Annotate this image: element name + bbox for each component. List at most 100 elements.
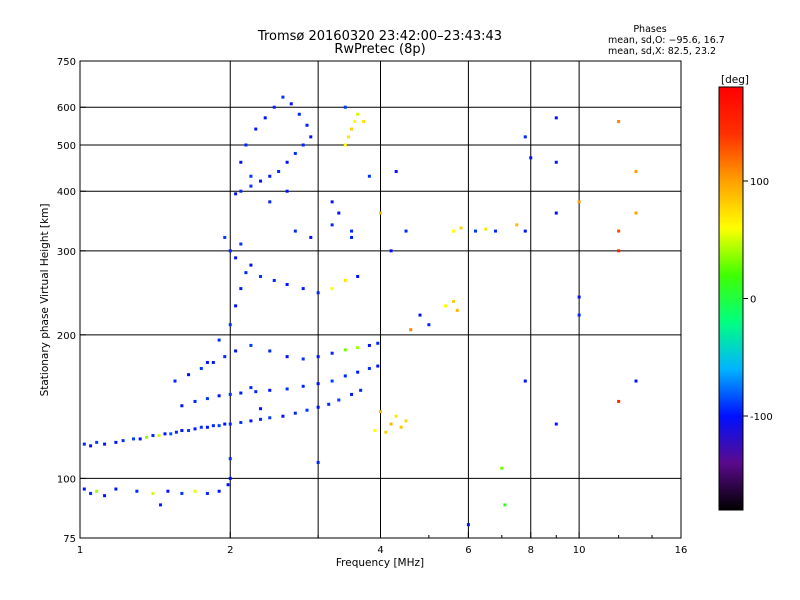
echo-point [82, 442, 86, 446]
echo-point [95, 489, 99, 493]
echo-point [239, 160, 243, 164]
echo-point [337, 211, 341, 215]
echo-point [249, 263, 253, 267]
echo-point [268, 416, 272, 420]
echo-point [151, 434, 155, 438]
echo-point [272, 105, 276, 109]
echo-point [297, 112, 301, 116]
echo-point [494, 229, 498, 233]
echo-point [373, 429, 377, 433]
echo-point [205, 491, 209, 495]
echo-point [617, 399, 621, 403]
echo-point [577, 200, 581, 204]
echo-point [634, 211, 638, 215]
echo-point [228, 323, 232, 327]
y-tick-label: 400 [57, 187, 76, 198]
echo-point [404, 229, 408, 233]
echo-point [330, 223, 334, 227]
echo-point [263, 116, 267, 120]
echo-point [353, 120, 357, 124]
echo-point [228, 457, 232, 461]
echo-point [577, 313, 581, 317]
echo-point [249, 343, 253, 347]
echo-point [234, 192, 238, 196]
echo-point [223, 355, 227, 359]
echo-point [205, 425, 209, 429]
echo-point [234, 349, 238, 353]
colorbar-label: [deg] [721, 74, 749, 86]
echo-point [103, 494, 107, 498]
echo-point [228, 249, 232, 253]
echo-point [350, 235, 354, 239]
echo-point [217, 394, 221, 398]
echo-point [228, 392, 232, 396]
echo-point [305, 408, 309, 412]
echo-point [239, 420, 243, 424]
stats-line-x: mean, sd,X: 82.5, 23.2 [608, 46, 716, 57]
echo-point [356, 112, 360, 116]
chart-title: Tromsø 20160320 23:42:00–23:43:43 [257, 29, 502, 44]
echo-point [634, 169, 638, 173]
x-tick-label: 4 [377, 545, 383, 556]
echo-point [554, 422, 558, 426]
echo-point [523, 229, 527, 233]
echo-point [180, 491, 184, 495]
colorbar-ticks: 100 0 -100 [743, 177, 773, 423]
echo-point [138, 437, 142, 441]
echo-point [180, 404, 184, 408]
x-tick-label: 2 [227, 545, 233, 556]
y-tick-label: 75 [63, 534, 76, 545]
echo-point [211, 424, 215, 428]
echo-point [301, 287, 305, 291]
echo-point [379, 410, 382, 414]
echo-point [379, 211, 382, 215]
echo-point [254, 127, 258, 131]
echo-point [484, 227, 488, 231]
echo-point [350, 392, 354, 396]
echo-point [226, 483, 230, 487]
echo-point [268, 388, 272, 392]
echo-point [466, 523, 470, 527]
echo-point [523, 379, 527, 383]
echo-point [554, 211, 558, 215]
echo-point [95, 440, 99, 444]
echo-point [305, 123, 309, 127]
echo-point [316, 291, 320, 295]
echo-point [554, 160, 558, 164]
echo-point [259, 275, 263, 279]
echo-point [346, 135, 350, 139]
echo-point [254, 390, 258, 394]
echo-point [199, 366, 203, 370]
y-tick-label: 600 [57, 103, 76, 114]
x-tick-label: 1 [77, 545, 83, 556]
echo-point [327, 402, 331, 406]
echo-point [577, 295, 581, 299]
echo-point [427, 323, 431, 327]
echo-point [223, 422, 227, 426]
echo-point [343, 278, 347, 282]
echo-point [114, 440, 118, 444]
echo-point [293, 151, 297, 155]
echo-point [285, 355, 289, 359]
echo-point [389, 422, 393, 426]
echo-point [293, 229, 297, 233]
echo-point [404, 419, 408, 423]
echo-point [89, 491, 93, 495]
echo-point [187, 429, 191, 433]
colorbar-tick-label: -100 [750, 412, 773, 423]
echo-point [281, 414, 285, 418]
echo-point [523, 135, 527, 139]
echo-point [367, 343, 371, 347]
echo-point [159, 503, 163, 507]
echo-point [173, 379, 177, 383]
grid-lines [80, 61, 681, 538]
echo-point [459, 226, 463, 230]
echo-point [193, 399, 197, 403]
echo-point [174, 430, 178, 434]
echo-point [135, 489, 139, 493]
echo-point [515, 223, 519, 227]
echo-point [617, 249, 621, 253]
echo-point [268, 174, 272, 178]
colorbar [718, 86, 744, 511]
echo-point [500, 466, 504, 470]
